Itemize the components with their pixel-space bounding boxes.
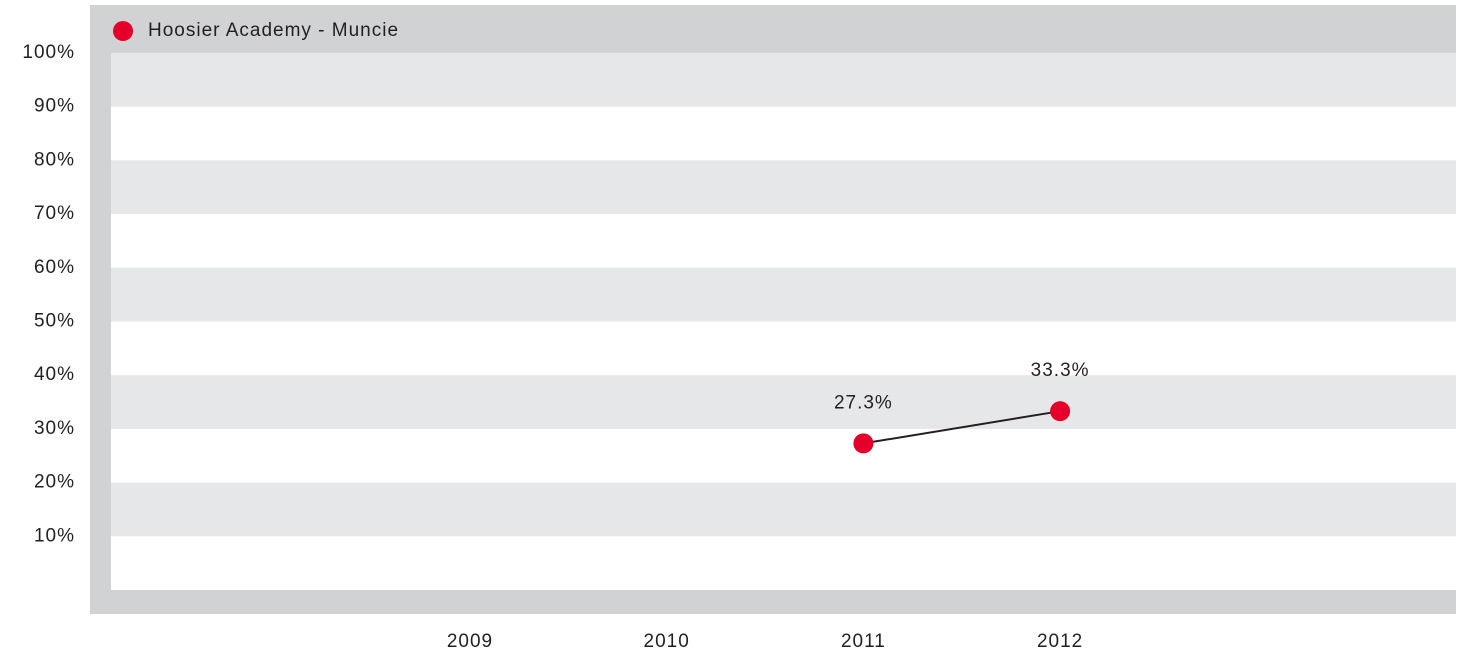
y-tick-label: 40% xyxy=(34,364,75,385)
data-point xyxy=(1050,401,1071,422)
grid-band xyxy=(111,160,1456,215)
x-tick-label: 2009 xyxy=(447,631,493,652)
legend-marker xyxy=(113,21,133,41)
y-tick-label: 80% xyxy=(34,149,75,170)
grid-band xyxy=(111,267,1456,322)
series-line xyxy=(863,410,1061,445)
y-tick-label: 90% xyxy=(34,96,75,117)
y-tick-label: 30% xyxy=(34,418,75,439)
y-tick-label: 10% xyxy=(34,525,75,546)
data-point xyxy=(853,433,874,454)
x-tick-label: 2012 xyxy=(1037,631,1083,652)
y-tick-label: 100% xyxy=(22,42,75,63)
x-tick-label: 2011 xyxy=(841,631,886,652)
y-tick-label: 50% xyxy=(34,311,75,332)
legend-label: Hoosier Academy - Muncie xyxy=(148,20,399,41)
data-label: 33.3% xyxy=(1031,360,1090,381)
y-tick-label: 60% xyxy=(34,257,75,278)
y-tick-label: 20% xyxy=(34,472,75,493)
grid-band xyxy=(111,482,1456,537)
grid-band xyxy=(111,53,1456,107)
x-tick-label: 2010 xyxy=(644,631,690,652)
grid-band xyxy=(111,375,1456,429)
data-label: 27.3% xyxy=(834,392,893,413)
y-tick-label: 70% xyxy=(34,203,75,224)
